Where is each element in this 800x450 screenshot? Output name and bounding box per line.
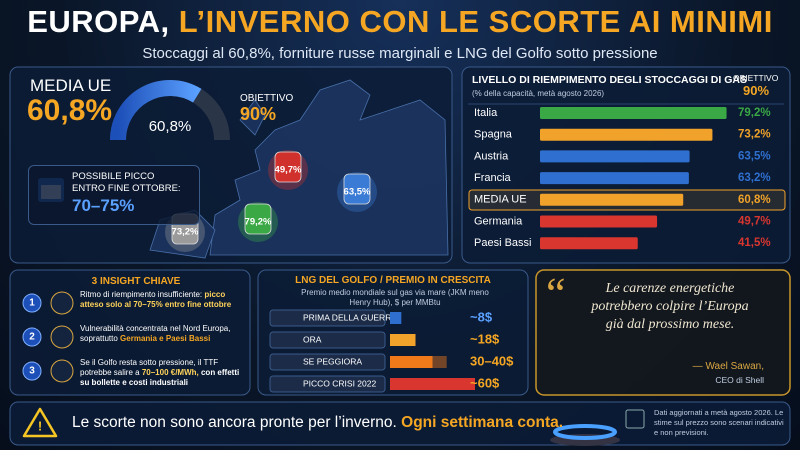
item-badge [22,361,42,381]
subtitle: Stoccaggi al 60,8%, forniture russe marg… [142,45,658,62]
peak-range: 70–75% [72,196,135,215]
marker-tank [343,173,371,205]
bar [540,172,689,185]
bar [540,128,713,141]
category-label: ORA [303,334,322,344]
insight-text: Vulnerabilità concentrata nel Nord Europ… [80,324,231,343]
marker-label: 79,2% [245,217,272,228]
quote-text: Le carenze energetiche potrebbero colpir… [591,281,749,332]
item-icon [50,291,74,315]
storage-title: LIVELLO DI RIEMPIMENTO DEGLI STOCCAGGI D… [472,74,747,86]
category-pill [269,353,386,371]
category-label: Italia [474,107,498,119]
title: EUROPA, L’INVERNO CON LE SCORTE AI MINIM… [0,4,800,40]
value-label: ~8$ [470,309,493,324]
title-part2: L’INVERNO CON LE SCORTE AI MINIMI [178,4,773,39]
insights-title: 3 INSIGHT CHIAVE [91,276,181,287]
footer-main: Le scorte non sono ancora pronte per l’i… [72,414,397,431]
storage-subtitle: (% della capacità, metà agosto 2026) [472,89,605,98]
footer-note: Dati aggiornati a metà agosto 2026. Le s… [654,408,784,437]
insight-text: Vulnerabilità concentrata nel Nord Europ… [80,324,245,344]
item-number: 2 [29,332,35,343]
category-pill [269,309,386,327]
title-part1: EUROPA, [27,4,170,39]
marker-label: 63,5% [344,187,371,198]
insight-text: Ritmo di riempimento insufficiente: picc… [80,290,245,310]
gauge-center: 60,8% [148,118,192,135]
category-label: Francia [474,172,512,184]
category-pill [269,331,386,349]
footer-emphasis: Ogni settimana conta. [401,414,564,431]
bar [540,107,727,119]
value-label: 30–40$ [470,353,514,368]
marker-label: 73,2% [172,227,199,238]
category-pill [269,375,386,393]
quote-author: — Wael Sawan, [692,361,764,372]
bar [390,356,433,368]
marker-label: 49,7% [275,165,302,176]
insight-tail: con effetti su bollette e costi industri… [80,368,240,387]
value-label: ~60$ [470,375,500,390]
bar [390,312,402,324]
category-label: SE PEGGIORA [303,356,362,366]
value-label: 63,5% [738,150,771,162]
item-badge [22,327,42,347]
gauge-value: 60,8% [27,94,113,127]
bar [540,150,690,163]
category-label: Paesi Bassi [474,237,531,249]
insight-text: Se il Golfo resta sotto pressione, il TT… [80,358,245,388]
value-label: 49,7% [738,216,771,228]
insight-text: Se il Golfo resta sotto pressione, il TT… [80,358,219,377]
category-label: MEDIA UE [474,194,527,206]
marker-tank [274,151,302,183]
insight-highlight: picco atteso solo al 70–75% entro fine o… [80,290,232,309]
bar [390,378,475,390]
target-value: 90% [240,104,277,124]
category-label: PRIMA DELLA GUERRA [303,312,397,322]
value-label: ~18$ [470,331,500,346]
panel-quote [535,269,791,396]
category-label: PICCO CRISI 2022 [303,378,376,388]
item-icon [50,325,74,349]
value-label: 63,2% [738,172,771,184]
insight-highlight: Germania e Paesi Bassi [120,334,211,343]
peak-box [28,165,200,225]
panel-footer [9,401,791,446]
peak-line1: POSSIBILE PICCO [72,171,155,182]
item-badge [22,293,42,313]
footer-text: Le scorte non sono ancora pronte per l’i… [72,414,563,432]
category-label: Spagna [474,129,513,141]
target-label: OBIETTIVO [240,93,294,104]
insight-highlight: 70–100 €/MWh, [141,368,199,377]
storage-target-label: OBIETTIVO [733,73,779,83]
item-icon [50,359,74,383]
bar [540,237,638,250]
gauge-fill [110,80,202,141]
bar [540,215,658,228]
value-label: 73,2% [738,129,771,141]
lng-subtitle: Premio medio mondiale sul gas via mare (… [301,288,489,307]
category-label: Austria [474,150,509,162]
value-label: 60,8% [738,194,771,206]
value-label: 79,2% [738,107,771,119]
item-number: 1 [29,298,35,309]
burner-icon [550,424,620,446]
insight-text: Ritmo di riempimento insufficiente: [80,290,203,299]
lng-title: LNG DEL GOLFO / PREMIO IN CRESCITA [295,275,491,286]
svg-text:!: ! [38,418,42,433]
bar [390,334,416,346]
storage-target: 90% [743,83,770,98]
quote-role: CEO di Shell [715,375,764,385]
gauge-label: MEDIA UE [30,76,112,95]
warning-icon: ! [22,407,58,438]
marker-tank [244,203,272,235]
item-number: 3 [29,366,35,377]
bar [540,193,684,206]
peak-line2: ENTRO FINE OTTOBRE: [72,183,181,194]
value-label: 41,5% [738,237,771,249]
category-label: Germania [474,215,523,227]
quote-mark: “ [546,269,566,318]
